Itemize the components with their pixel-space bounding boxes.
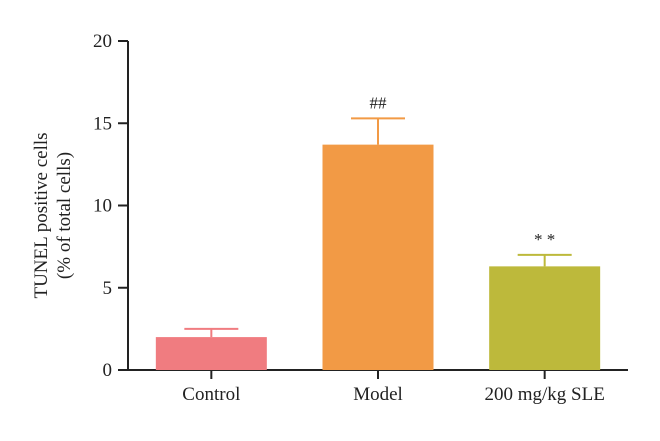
y-axis-label: TUNEL positive cells (% of total cells) [31, 132, 75, 298]
y-tick-label: 15 [93, 113, 112, 134]
significance-label: * * [534, 230, 555, 249]
error-bar [517, 253, 572, 267]
error-bar [351, 117, 405, 145]
y-axis: 0 5 10 15 20 [93, 31, 129, 381]
y-tick-label: 20 [93, 31, 112, 52]
y-tick-label: 5 [103, 278, 113, 299]
x-tick-label: Control [182, 384, 240, 405]
y-axis-label-line: TUNEL positive cells [31, 132, 52, 298]
x-axis: Control Model 200 mg/kg SLE [128, 369, 628, 405]
error-bar [184, 327, 239, 338]
y-tick-label: 10 [93, 196, 112, 217]
y-tick-label: 0 [103, 360, 113, 381]
bars: ## * * [155, 93, 601, 370]
y-axis-label-line: (% of total cells) [54, 152, 75, 279]
bar [155, 337, 267, 370]
bar [322, 144, 434, 370]
bar [489, 266, 601, 370]
x-tick-label: Model [353, 384, 403, 405]
significance-label: ## [370, 93, 388, 112]
x-tick-label: 200 mg/kg SLE [484, 384, 604, 405]
